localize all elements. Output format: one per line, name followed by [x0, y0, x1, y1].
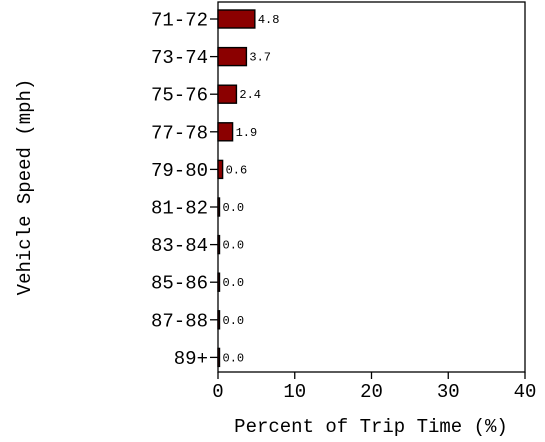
- y-tick-label-79-80: 79-80: [151, 160, 208, 182]
- y-tick-label-87-88: 87-88: [151, 310, 208, 332]
- value-label-75-76: 2.4: [239, 88, 261, 102]
- bar-71-72: [217, 9, 256, 29]
- y-tick-label-71-72: 71-72: [151, 10, 208, 32]
- y-tick-label-85-86: 85-86: [151, 273, 208, 295]
- value-label-81-82: 0.0: [223, 201, 245, 215]
- y-tick-label-77-78: 77-78: [151, 122, 208, 144]
- y-tick-label-75-76: 75-76: [151, 85, 208, 107]
- value-label-83-84: 0.0: [223, 239, 245, 253]
- y-tick-label-83-84: 83-84: [151, 235, 208, 257]
- value-label-85-86: 0.0: [223, 276, 245, 290]
- x-tick-label-10: 10: [283, 381, 306, 403]
- bar-85-86: [217, 272, 221, 292]
- value-label-77-78: 1.9: [236, 126, 258, 140]
- bars-group: [217, 9, 256, 368]
- y-tick-label-89+: 89+: [174, 348, 208, 370]
- x-axis-title: Percent of Trip Time (%): [234, 416, 508, 438]
- value-label-87-88: 0.0: [223, 314, 245, 328]
- value-label-71-72: 4.8: [258, 13, 280, 27]
- bar-87-88: [217, 310, 221, 330]
- x-tick-label-0: 0: [212, 381, 223, 403]
- x-tick-label-30: 30: [437, 381, 460, 403]
- bar-83-84: [217, 234, 221, 255]
- value-label-89+: 0.0: [223, 351, 245, 365]
- y-axis-title: Vehicle Speed (mph): [14, 79, 36, 296]
- value-labels: 4.8 3.7 2.4 1.9 0.6 0.0 0.0 0.0 0.0 0.0: [223, 13, 280, 365]
- bar-73-74: [217, 46, 248, 67]
- x-tick-label-40: 40: [514, 381, 537, 403]
- y-tick-label-73-74: 73-74: [151, 47, 208, 69]
- value-label-73-74: 3.7: [249, 51, 271, 65]
- y-tick-label-81-82: 81-82: [151, 198, 208, 220]
- bar-75-76: [217, 84, 238, 104]
- bar-89+: [217, 347, 221, 368]
- value-label-79-80: 0.6: [226, 163, 248, 177]
- bar-77-78: [217, 122, 234, 142]
- x-tick-label-20: 20: [360, 381, 383, 403]
- bar-81-82: [217, 197, 221, 217]
- y-tick-labels: 71-72 73-74 75-76 77-78 79-80 81-82 83-84 85-86…: [151, 10, 218, 370]
- bar-79-80: [217, 159, 224, 180]
- x-tick-labels: 0 10 20 30 40: [212, 372, 536, 403]
